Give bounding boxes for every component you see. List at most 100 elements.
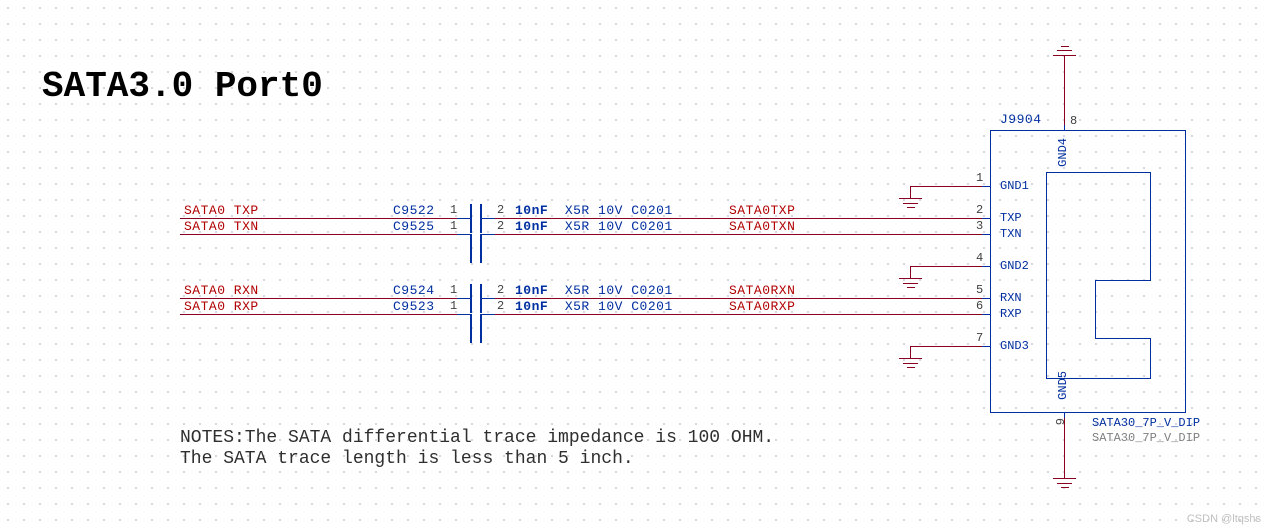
pinstub-7	[982, 346, 990, 347]
cap-c9525-val-spec: X5R 10V C0201	[565, 219, 673, 234]
pinstub-2	[982, 218, 990, 219]
net-sata0-rxn-left: SATA0 RXN	[184, 283, 259, 298]
notes-line-1: NOTES:The SATA differential trace impeda…	[180, 428, 774, 449]
gnd2-bar1	[899, 278, 922, 279]
conn-inner-r2	[1150, 338, 1151, 379]
page-title: SATA3.0 Port0	[42, 66, 323, 107]
conn-pin6-num: 6	[976, 299, 983, 313]
conn-pin2-num: 2	[976, 203, 983, 217]
gnd1-bar1	[899, 198, 922, 199]
gnd3-stem	[910, 346, 911, 358]
gnd1-bar3	[907, 207, 915, 208]
conn-pin8-num: 8	[1070, 114, 1077, 128]
cap-c9525-lead-l	[457, 234, 470, 235]
cap-c9523-ref: C9523	[393, 299, 435, 314]
pinname-gnd1: GND1	[1000, 179, 1029, 193]
gnd-bot-bar2	[1057, 483, 1072, 484]
gnd1-bar2	[903, 203, 918, 204]
gnd-bot-bar1	[1053, 478, 1076, 479]
pinname-rxp: RXP	[1000, 307, 1022, 321]
conn-pin4-num: 4	[976, 251, 983, 265]
gnd2-bar2	[903, 283, 918, 284]
cap-c9522-lead-r	[482, 218, 495, 219]
net-sata0rxn-right: SATA0RXN	[729, 283, 795, 298]
cap-c9522-pin2: 2	[497, 203, 504, 217]
net-sata0-txn-left: SATA0 TXN	[184, 219, 259, 234]
pinname-gnd3: GND3	[1000, 339, 1029, 353]
gnd-bot-bar3	[1061, 487, 1069, 488]
cap-c9522-val-spec: X5R 10V C0201	[565, 203, 673, 218]
conn-pin9-num: 9	[1054, 418, 1068, 425]
gnd3-bar2	[903, 363, 918, 364]
cap-c9522-val: 10nF X5R 10V C0201	[515, 203, 673, 218]
cap-c9525-val-cap: 10nF	[515, 219, 548, 234]
watermark: CSDN @ltqshs	[1187, 513, 1261, 525]
cap-c9523-pin2: 2	[497, 299, 504, 313]
pinname-gnd5: GND5	[1056, 371, 1070, 400]
wire-rxp-right	[495, 314, 990, 315]
conn-inner-l	[1046, 172, 1047, 378]
conn-pin7-num: 7	[976, 331, 983, 345]
cap-c9522-ref: C9522	[393, 203, 435, 218]
net-sata0txn-right: SATA0TXN	[729, 219, 795, 234]
cap-c9525-val: 10nF X5R 10V C0201	[515, 219, 673, 234]
cap-c9525-plate-l	[470, 234, 472, 263]
wire-pin1	[910, 186, 990, 187]
net-sata0-rxp-left: SATA0 RXP	[184, 299, 259, 314]
cap-c9525-pin2: 2	[497, 219, 504, 233]
wire-pin4	[910, 266, 990, 267]
cap-c9524-pin2: 2	[497, 283, 504, 297]
pinname-txp: TXP	[1000, 211, 1022, 225]
conn-pin3-num: 3	[976, 219, 983, 233]
cap-c9523-plate-l	[470, 314, 472, 343]
conn-inner-t	[1046, 172, 1150, 173]
pinstub-6	[982, 314, 990, 315]
cap-c9524-val-spec: X5R 10V C0201	[565, 283, 673, 298]
cap-c9524-ref: C9524	[393, 283, 435, 298]
cap-c9524-plate-l	[470, 284, 472, 313]
conn-inner-r1	[1150, 172, 1151, 280]
conn-pin5-num: 5	[976, 283, 983, 297]
cap-c9525-ref: C9525	[393, 219, 435, 234]
net-sata0rxp-right: SATA0RXP	[729, 299, 795, 314]
conn-inner-m1	[1095, 280, 1151, 281]
gnd3-bar3	[907, 367, 915, 368]
cap-c9524-val: 10nF X5R 10V C0201	[515, 283, 673, 298]
wire-txn-left	[180, 234, 457, 235]
cap-c9522-val-cap: 10nF	[515, 203, 548, 218]
cap-c9523-plate-r	[480, 314, 482, 343]
net-sata0-txp-left: SATA0 TXP	[184, 203, 259, 218]
gnd2-stem	[910, 266, 911, 278]
gnd-top-bar2	[1057, 50, 1072, 51]
gnd3-bar1	[899, 358, 922, 359]
gnd-top-bar1	[1053, 55, 1076, 56]
pinstub-3	[982, 234, 990, 235]
pinstub-5	[982, 298, 990, 299]
cap-c9525-pin1: 1	[450, 219, 457, 233]
cap-c9522-pin1: 1	[450, 203, 457, 217]
pinname-txn: TXN	[1000, 227, 1022, 241]
cap-c9523-lead-r	[482, 314, 495, 315]
cap-c9524-lead-r	[482, 298, 495, 299]
gnd2-bar3	[907, 287, 915, 288]
gnd1-stem	[910, 186, 911, 198]
cap-c9525-plate-r	[480, 234, 482, 263]
wire-pin7	[910, 346, 990, 347]
pinstub-1	[982, 186, 990, 187]
cap-c9523-lead-l	[457, 314, 470, 315]
conn-type-blue: SATA30_7P_V_DIP	[1092, 416, 1200, 430]
cap-c9523-val-spec: X5R 10V C0201	[565, 299, 673, 314]
cap-c9522-plate-l	[470, 204, 472, 233]
pinstub-4	[982, 266, 990, 267]
gnd-top-bar3	[1061, 46, 1069, 47]
cap-c9523-val: 10nF X5R 10V C0201	[515, 299, 673, 314]
conn-pin1-num: 1	[976, 171, 983, 185]
wire-bot-gnd	[1064, 418, 1065, 478]
cap-c9524-val-cap: 10nF	[515, 283, 548, 298]
cap-c9523-pin1: 1	[450, 299, 457, 313]
net-sata0txp-right: SATA0TXP	[729, 203, 795, 218]
conn-inner-m2	[1095, 280, 1096, 338]
wire-rxp-left	[180, 314, 457, 315]
wire-top-gnd	[1064, 55, 1065, 125]
cap-c9522-lead-l	[457, 218, 470, 219]
